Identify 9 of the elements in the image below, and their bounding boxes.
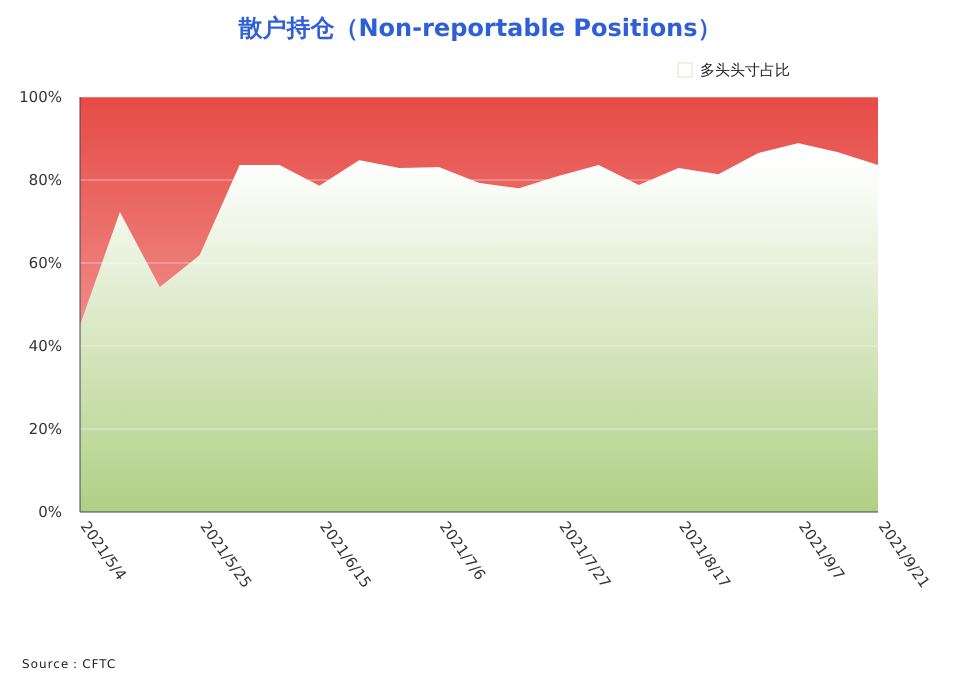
- y-tick-label: 100%: [19, 88, 62, 106]
- source-note: Source：CFTC: [22, 657, 116, 671]
- legend-label: 多头头寸占比: [700, 61, 790, 79]
- y-tick-label: 60%: [28, 254, 62, 272]
- y-tick-label: 0%: [38, 503, 62, 521]
- y-tick-label: 40%: [28, 337, 62, 355]
- y-tick-label: 80%: [28, 171, 62, 189]
- y-tick-label: 20%: [28, 420, 62, 438]
- chart-title: 散户持仓（Non-reportable Positions）: [237, 14, 722, 42]
